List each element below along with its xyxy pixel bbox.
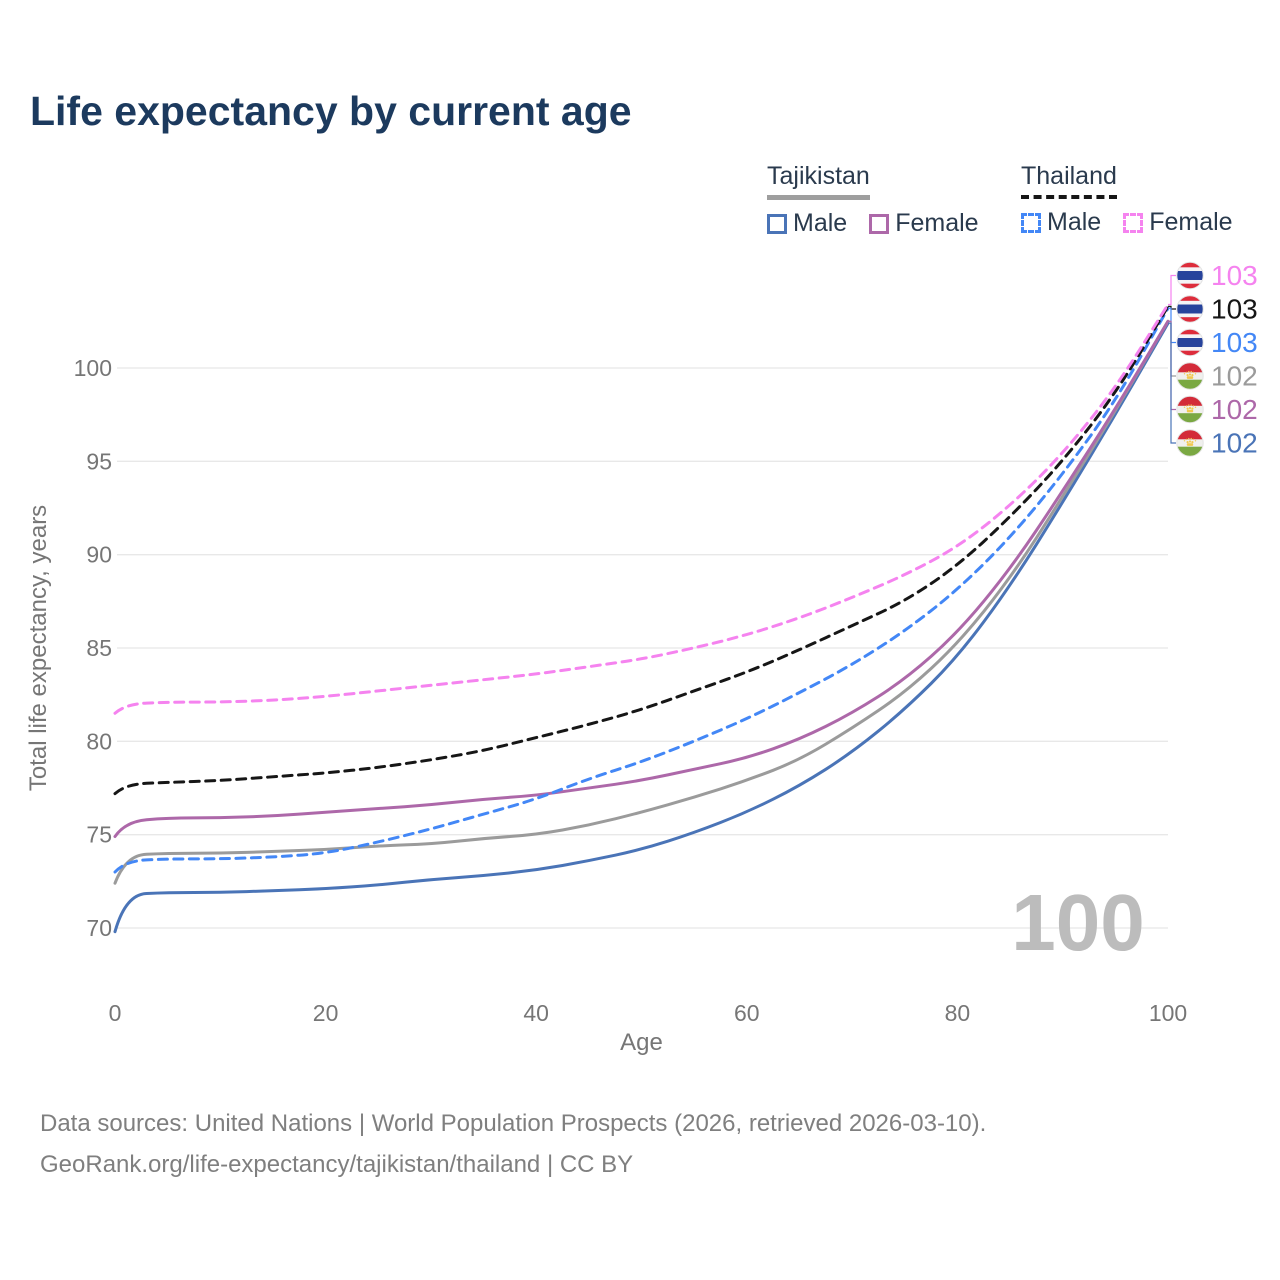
legend-item-thailand-male[interactable]: Male [1021,208,1101,237]
annotation-leader-line [1168,320,1176,411]
series-line-tajikistan-male[interactable] [113,321,1170,934]
thailand-flag-icon [1176,261,1204,290]
y-tick-label: 80 [86,728,112,754]
annotation-leader-line [1168,320,1176,377]
page-title: Life expectancy by current age [30,88,632,134]
y-tick-label: 100 [74,355,112,381]
end-annotation-tajikistan-both[interactable]: 102 [1168,320,1258,392]
legend-swatch-tajikistan-female [869,213,890,234]
y-axis-title: Total life expectancy, years [25,505,52,791]
thailand-flag-icon [1176,295,1204,323]
x-tick-label: 80 [945,1000,971,1026]
age-watermark: 100 [1011,878,1144,967]
annotation-leader-line [1168,307,1176,344]
legend-item-label: Female [895,209,979,237]
x-tick-label: 100 [1149,1000,1187,1026]
tajikistan-flag-icon [1176,395,1204,424]
end-value-label: 102 [1211,428,1258,459]
data-sources-text: Data sources: United Nations | World Pop… [40,1110,987,1137]
legend-item-label: Female [1149,208,1233,236]
legend-items-tajikistan: Male Female [767,209,979,238]
end-value-label: 103 [1211,327,1258,358]
series-line-thailand-male[interactable] [113,306,1170,874]
legend-item-tajikistan-female[interactable]: Female [869,209,979,238]
x-tick-label: 40 [523,1000,549,1026]
end-annotation-thailand-female[interactable]: 103 [1168,260,1258,306]
x-tick-label: 60 [734,1000,760,1026]
annotation-leader-line [1168,274,1176,306]
series-line-tajikistan-female[interactable] [113,319,1170,838]
series-line-thailand-female[interactable] [113,303,1170,715]
tajikistan-flag-icon [1176,429,1204,457]
legend-swatch-thailand-female [1123,212,1144,233]
y-tick-label: 75 [86,822,112,848]
attribution-text: GeoRank.org/life-expectancy/tajikistan/t… [40,1151,634,1178]
legend-items-thailand: Male Female [1021,208,1233,237]
annotation-leader-line [1168,322,1176,444]
legend-swatch-tajikistan-male [767,213,787,234]
end-annotation-thailand-both[interactable]: 103 [1168,294,1258,325]
footer: Data sources: United Nations | World Pop… [40,1103,986,1185]
end-annotation-tajikistan-male[interactable]: 102 [1168,322,1258,459]
legend-item-label: Male [793,209,848,237]
thailand-flag-icon [1176,328,1204,357]
legend-group-thailand: Thailand Male Female [1021,162,1233,237]
y-tick-label: 90 [86,542,112,568]
legend-country-tajikistan[interactable]: Tajikistan [767,162,870,200]
series-line-tajikistan-both[interactable] [113,319,1170,885]
legend-item-thailand-female[interactable]: Female [1123,208,1233,237]
end-value-label: 103 [1211,294,1258,325]
legend-item-tajikistan-male[interactable]: Male [767,209,847,238]
tajikistan-flag-icon [1176,362,1204,390]
y-tick-label: 70 [86,915,112,941]
end-value-label: 102 [1211,394,1258,425]
legend-group-tajikistan: Tajikistan Male Female [767,162,979,238]
end-annotation-thailand-male[interactable]: 103 [1168,307,1258,358]
legend-swatch-thailand-male [1021,212,1041,233]
end-value-label: 102 [1211,361,1258,392]
end-annotation-tajikistan-female[interactable]: 102 [1168,320,1258,425]
series-line-thailand-both[interactable] [113,304,1170,796]
y-tick-label: 85 [86,635,112,661]
legend-item-label: Male [1047,208,1102,236]
legend-country-thailand[interactable]: Thailand [1021,162,1117,199]
x-tick-label: 0 [109,1000,122,1026]
x-axis-title: Age [620,1029,663,1056]
y-tick-label: 95 [86,448,112,474]
x-tick-label: 20 [313,1000,339,1026]
end-value-label: 103 [1211,260,1258,291]
